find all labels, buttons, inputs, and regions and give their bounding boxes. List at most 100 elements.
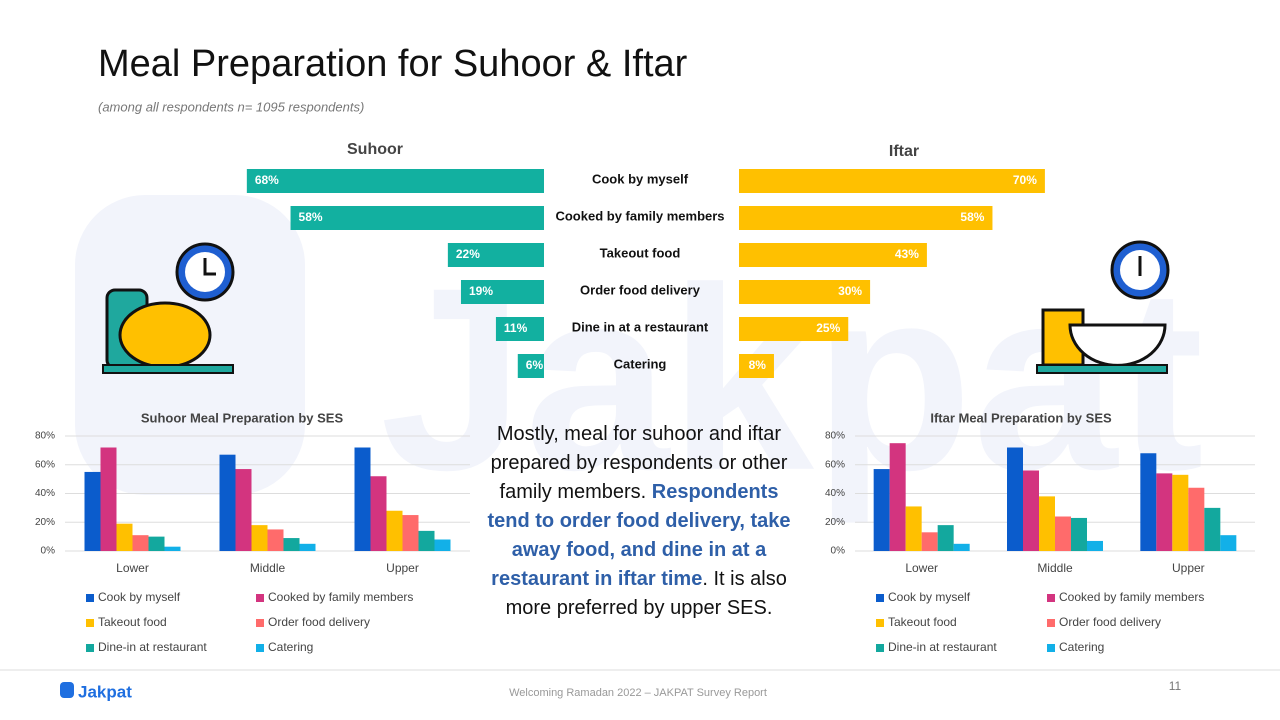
legend-swatch: [876, 619, 884, 627]
logo: Jakpat: [78, 682, 132, 701]
bar: [937, 525, 954, 551]
x-tick-label: Lower: [905, 561, 938, 575]
x-tick-label: Upper: [1172, 561, 1205, 575]
x-tick-label: Upper: [386, 561, 419, 575]
bar: [739, 317, 849, 341]
value-label: 58%: [960, 210, 984, 224]
bar: [246, 169, 544, 193]
legend-swatch: [256, 594, 264, 602]
bar: [370, 476, 387, 551]
summary-text: . It is also more preferred by upper SES…: [505, 568, 787, 619]
y-tick-label: 80%: [825, 431, 845, 442]
category-label: Takeout food: [600, 245, 681, 260]
legend-label: Dine-in at restaurant: [888, 640, 997, 654]
value-label: 30%: [838, 284, 862, 298]
legend-swatch: [876, 644, 884, 652]
subtitle: (among all respondents n= 1095 responden…: [98, 99, 364, 114]
bar: [132, 535, 149, 551]
legend-swatch: [1047, 619, 1055, 627]
bar: [905, 506, 922, 551]
bar: [517, 354, 544, 378]
bar: [495, 317, 544, 341]
summary-text: Mostly, meal for suhoor and iftar prepar…: [490, 423, 788, 503]
bar: [235, 469, 252, 551]
footer: Welcoming Ramadan 2022 – JAKPAT Survey R…: [509, 687, 767, 699]
category-label: Cooked by family members: [555, 208, 724, 223]
legend-label: Cook by myself: [98, 590, 181, 604]
bar: [889, 443, 906, 551]
page-number: 11: [1169, 679, 1182, 693]
bar: [873, 469, 890, 551]
y-tick-label: 20%: [35, 517, 55, 528]
y-tick-label: 0%: [41, 546, 56, 557]
bar: [84, 471, 101, 551]
bar: [739, 280, 871, 304]
value-label: 43%: [895, 247, 919, 261]
category-label: Catering: [614, 356, 667, 371]
bar: [418, 530, 435, 551]
x-tick-label: Middle: [250, 561, 286, 575]
y-tick-label: 20%: [825, 517, 845, 528]
bar: [447, 243, 544, 267]
category-label: Dine in at a restaurant: [572, 319, 709, 334]
y-tick-label: 60%: [825, 459, 845, 470]
bar: [1172, 474, 1189, 551]
y-tick-label: 0%: [831, 546, 846, 557]
bar: [1188, 487, 1205, 551]
y-tick-label: 40%: [35, 488, 55, 499]
bar: [267, 529, 284, 551]
bar: [1220, 535, 1237, 551]
bar: [386, 510, 403, 551]
legend-swatch: [86, 594, 94, 602]
bar: [164, 546, 181, 551]
legend-swatch: [86, 644, 94, 652]
legend-swatch: [256, 619, 264, 627]
value-label: 6%: [526, 358, 544, 372]
chart-title: Iftar Meal Preparation by SES: [930, 410, 1112, 425]
bar: [100, 447, 117, 551]
bar: [251, 525, 268, 551]
bar: [1140, 453, 1157, 551]
legend-label: Order food delivery: [268, 615, 370, 629]
value-label: 58%: [299, 210, 323, 224]
legend-label: Cook by myself: [888, 590, 971, 604]
value-label: 68%: [255, 173, 279, 187]
series-title: Iftar: [889, 143, 919, 160]
series-title: Suhoor: [347, 141, 403, 158]
bar: [1087, 540, 1103, 551]
value-label: 22%: [456, 247, 480, 261]
bar: [921, 532, 938, 551]
summary: Mostly, meal for suhoor and iftar prepar…: [484, 420, 794, 623]
slide-title: Meal Preparation for Suhoor & Iftar: [98, 43, 688, 85]
bar: [1204, 507, 1221, 551]
y-tick-label: 40%: [825, 488, 845, 499]
bar: [1023, 470, 1039, 551]
logo-icon: [60, 682, 74, 698]
bar: [402, 515, 419, 551]
bar: [953, 543, 970, 551]
iftar-illustration: [1036, 240, 1170, 374]
chart-title: Suhoor Meal Preparation by SES: [141, 410, 344, 425]
y-tick-label: 80%: [35, 431, 55, 442]
legend-label: Catering: [1059, 640, 1104, 654]
bar: [116, 523, 133, 551]
bar: [739, 243, 927, 267]
value-label: 11%: [504, 321, 528, 335]
bar: [219, 454, 236, 551]
bar: [1156, 473, 1173, 551]
legend-label: Catering: [268, 640, 313, 654]
bar: [460, 280, 544, 304]
legend-swatch: [1047, 644, 1055, 652]
legend-swatch: [876, 594, 884, 602]
category-label: Order food delivery: [580, 282, 701, 297]
x-tick-label: Middle: [1037, 561, 1073, 575]
value-label: 8%: [749, 358, 767, 372]
bar: [283, 538, 300, 551]
value-label: 25%: [816, 321, 840, 335]
x-tick-label: Lower: [116, 561, 149, 575]
legend-label: Order food delivery: [1059, 615, 1161, 629]
bar: [290, 206, 544, 230]
bar: [739, 169, 1045, 193]
